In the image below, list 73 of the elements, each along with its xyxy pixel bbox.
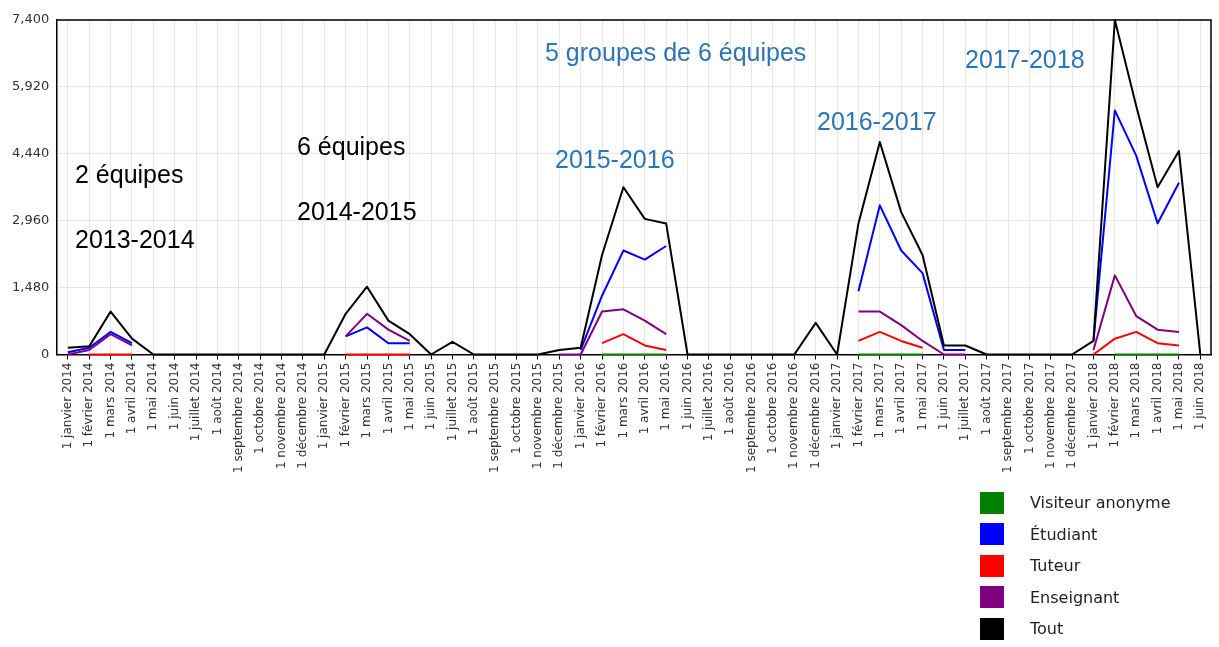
x-tick-label: 1 mai 2017	[914, 362, 929, 431]
x-tick-label: 1 octobre 2017	[1021, 362, 1036, 454]
annotation: 5 groupes de 6 équipes	[545, 38, 807, 67]
x-tick-label: 1 février 2015	[337, 362, 352, 448]
x-tick-label: 1 avril 2018	[1149, 362, 1164, 435]
x-tick-label: 1 décembre 2014	[295, 362, 310, 469]
x-tick-label: 1 octobre 2016	[765, 362, 780, 454]
x-tick-label: 1 septembre 2015	[487, 362, 502, 474]
x-tick-label: 1 janvier 2015	[316, 362, 331, 450]
annotation: 2013-2014	[75, 225, 195, 254]
x-tick-label: 1 janvier 2017	[829, 362, 844, 450]
x-tick-label: 1 octobre 2015	[508, 362, 523, 454]
x-tick-label: 1 mars 2017	[871, 362, 886, 439]
annotation: 6 équipes	[297, 132, 406, 161]
x-tick-label: 1 janvier 2016	[572, 362, 587, 450]
x-tick-label: 1 février 2017	[850, 362, 865, 448]
x-tick-label: 1 novembre 2014	[273, 362, 288, 470]
x-tick-label: 1 novembre 2015	[530, 362, 545, 470]
y-tick-label: 0	[40, 345, 50, 361]
x-tick-label: 1 juillet 2017	[957, 362, 972, 442]
y-tick-label: 5,920	[12, 78, 50, 94]
x-tick-label: 1 mars 2015	[359, 362, 374, 439]
annotation: 2 équipes	[75, 160, 184, 189]
x-tick-label: 1 août 2014	[209, 362, 224, 436]
x-tick-label: 1 février 2014	[81, 362, 96, 448]
x-tick-label: 1 avril 2015	[380, 362, 395, 435]
x-tick-label: 1 septembre 2014	[230, 362, 245, 474]
legend-label: Enseignant	[1030, 587, 1120, 607]
x-tick-label: 1 avril 2017	[893, 362, 908, 435]
x-tick-label: 1 août 2015	[465, 362, 480, 436]
x-tick-label: 1 juin 2015	[423, 362, 438, 431]
x-tick-label: 1 mai 2015	[401, 362, 416, 431]
x-tick-label: 1 mai 2016	[658, 362, 673, 431]
legend-label: Visiteur anonyme	[1030, 493, 1171, 513]
x-tick-label: 1 août 2016	[722, 362, 737, 436]
x-tick-label: 1 novembre 2017	[1042, 362, 1057, 470]
legend-label: Tuteur	[1030, 556, 1081, 576]
y-tick-label: 7,400	[12, 11, 50, 27]
x-tick-label: 1 janvier 2014	[60, 362, 75, 450]
x-tick-label: 1 juillet 2015	[444, 362, 459, 442]
x-tick-label: 1 décembre 2016	[807, 362, 822, 469]
y-tick-label: 4,440	[12, 145, 50, 161]
x-tick-label: 1 avril 2014	[124, 362, 139, 435]
x-tick-label: 1 septembre 2016	[743, 362, 758, 474]
x-tick-label: 1 août 2017	[978, 362, 993, 436]
x-tick-label: 1 janvier 2018	[1085, 362, 1100, 450]
x-tick-label: 1 mars 2014	[102, 362, 117, 439]
annotation: 2014-2015	[297, 197, 417, 226]
legend-label: Tout	[1030, 619, 1064, 639]
x-tick-label: 1 juillet 2014	[188, 362, 203, 442]
x-tick-label: 1 juillet 2016	[701, 362, 716, 442]
x-tick-label: 1 juin 2017	[936, 362, 951, 431]
x-tick-label: 1 septembre 2017	[1000, 362, 1015, 474]
x-tick-label: 1 juin 2014	[166, 362, 181, 431]
x-tick-label: 1 décembre 2017	[1064, 362, 1079, 469]
x-tick-label: 1 février 2018	[1106, 362, 1121, 448]
x-tick-label: 1 février 2016	[594, 362, 609, 448]
x-tick-label: 1 mai 2018	[1171, 362, 1186, 431]
annotation: 2017-2018	[965, 45, 1085, 74]
x-tick-label: 1 avril 2016	[636, 362, 651, 435]
x-tick-label: 1 mars 2018	[1128, 362, 1143, 439]
y-tick-label: 2,960	[12, 212, 50, 228]
x-tick-label: 1 mai 2014	[145, 362, 160, 431]
legend-label: Étudiant	[1030, 524, 1098, 544]
y-tick-label: 1,480	[12, 278, 50, 294]
x-tick-label: 1 juin 2016	[679, 362, 694, 431]
x-tick-label: 1 décembre 2015	[551, 362, 566, 469]
annotation: 2016-2017	[817, 107, 937, 136]
x-tick-label: 1 octobre 2014	[252, 362, 267, 454]
annotation: 2015-2016	[555, 145, 675, 174]
x-tick-label: 1 mars 2016	[615, 362, 630, 439]
x-tick-label: 1 juin 2018	[1192, 362, 1207, 431]
x-tick-label: 1 novembre 2016	[786, 362, 801, 470]
